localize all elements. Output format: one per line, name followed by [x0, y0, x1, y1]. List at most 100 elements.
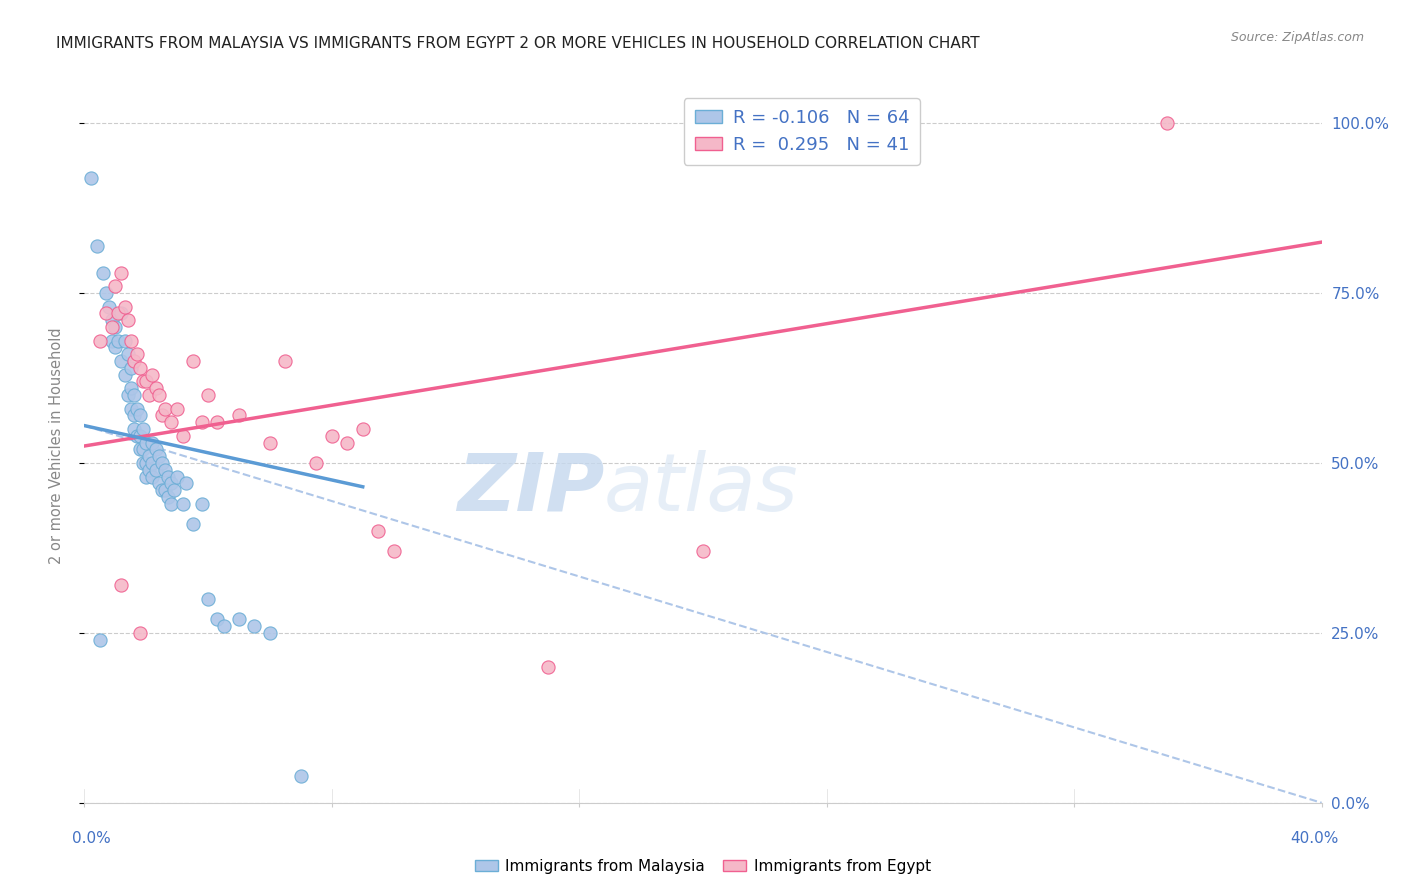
Point: [156, 469, 179, 483]
Point: [150, 456, 173, 470]
Point: [129, 626, 152, 640]
Text: Source: ZipAtlas.com: Source: ZipAtlas.com: [1230, 31, 1364, 45]
Point: [79, 170, 101, 185]
Point: [148, 476, 170, 491]
Point: [367, 524, 389, 538]
Point: [228, 612, 250, 626]
Point: [259, 435, 281, 450]
Point: [104, 320, 127, 334]
Point: [101, 320, 124, 334]
Point: [110, 306, 132, 320]
Text: atlas: atlas: [605, 450, 799, 528]
Point: [132, 375, 155, 389]
Point: [145, 442, 167, 457]
Point: [138, 463, 160, 477]
Point: [89, 334, 111, 348]
Point: [135, 375, 157, 389]
Point: [228, 409, 250, 423]
Point: [135, 456, 157, 470]
Point: [125, 401, 148, 416]
Point: [110, 578, 132, 592]
Point: [148, 388, 170, 402]
Y-axis label: 2 or more Vehicles in Household: 2 or more Vehicles in Household: [49, 327, 63, 565]
Point: [98, 300, 121, 314]
Point: [129, 429, 152, 443]
Point: [321, 429, 343, 443]
Point: [120, 334, 142, 348]
Point: [138, 449, 160, 463]
Point: [181, 354, 204, 368]
Point: [125, 347, 148, 361]
Point: [160, 415, 183, 429]
Point: [207, 415, 229, 429]
Point: [290, 769, 312, 783]
Point: [153, 483, 176, 498]
Point: [274, 354, 297, 368]
Point: [101, 313, 124, 327]
Point: [120, 381, 142, 395]
Point: [141, 435, 163, 450]
Point: [153, 463, 176, 477]
Point: [181, 517, 204, 532]
Point: [259, 626, 281, 640]
Point: [141, 456, 163, 470]
Point: [1156, 116, 1178, 130]
Legend: Immigrants from Malaysia, Immigrants from Egypt: Immigrants from Malaysia, Immigrants fro…: [468, 853, 938, 880]
Point: [101, 334, 124, 348]
Point: [172, 497, 194, 511]
Point: [141, 469, 163, 483]
Point: [132, 442, 155, 457]
Point: [120, 401, 142, 416]
Point: [104, 279, 127, 293]
Point: [117, 347, 139, 361]
Point: [135, 469, 157, 483]
Point: [197, 388, 219, 402]
Point: [117, 388, 139, 402]
Point: [156, 490, 179, 504]
Point: [197, 591, 219, 606]
Point: [125, 429, 148, 443]
Point: [207, 612, 229, 626]
Point: [129, 442, 152, 457]
Point: [145, 381, 167, 395]
Point: [305, 456, 328, 470]
Point: [138, 388, 160, 402]
Point: [160, 497, 183, 511]
Point: [104, 341, 127, 355]
Point: [166, 469, 188, 483]
Point: [692, 544, 714, 558]
Text: 40.0%: 40.0%: [1291, 831, 1339, 846]
Point: [129, 409, 152, 423]
Point: [117, 313, 139, 327]
Point: [114, 368, 136, 382]
Point: [176, 476, 198, 491]
Point: [89, 632, 111, 647]
Point: [382, 544, 405, 558]
Point: [94, 286, 117, 301]
Point: [148, 449, 170, 463]
Point: [114, 334, 136, 348]
Point: [191, 497, 214, 511]
Point: [336, 435, 359, 450]
Point: [122, 422, 145, 436]
Point: [150, 483, 173, 498]
Point: [120, 360, 142, 375]
Point: [150, 409, 173, 423]
Point: [537, 660, 560, 674]
Point: [122, 354, 145, 368]
Point: [107, 306, 129, 320]
Text: ZIP: ZIP: [457, 450, 605, 528]
Point: [160, 476, 183, 491]
Point: [129, 360, 152, 375]
Point: [166, 401, 188, 416]
Text: 0.0%: 0.0%: [72, 831, 111, 846]
Point: [145, 463, 167, 477]
Point: [132, 422, 155, 436]
Point: [91, 266, 114, 280]
Point: [172, 429, 194, 443]
Point: [212, 619, 235, 633]
Text: IMMIGRANTS FROM MALAYSIA VS IMMIGRANTS FROM EGYPT 2 OR MORE VEHICLES IN HOUSEHOL: IMMIGRANTS FROM MALAYSIA VS IMMIGRANTS F…: [56, 36, 980, 51]
Point: [114, 300, 136, 314]
Point: [94, 306, 117, 320]
Point: [135, 435, 157, 450]
